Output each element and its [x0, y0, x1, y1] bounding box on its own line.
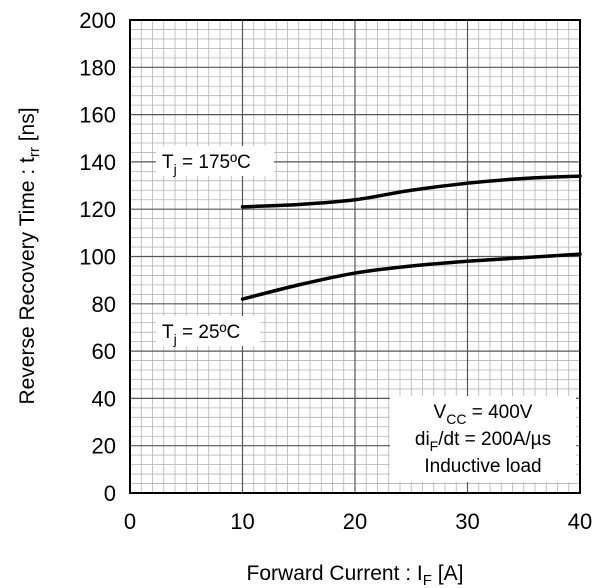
condition-load: Inductive load	[424, 456, 541, 477]
label-25-background	[156, 316, 260, 346]
y-tick-label: 60	[92, 339, 116, 364]
series-group	[240, 174, 582, 301]
conditions-box	[390, 396, 576, 482]
y-tick-label: 0	[104, 481, 116, 506]
series-line-0	[240, 174, 582, 209]
x-tick-label: 30	[455, 509, 479, 534]
y-axis-title: Reverse Recovery Time : trr [ns]	[16, 107, 43, 404]
label-175-background	[156, 146, 274, 176]
y-tick-label: 40	[92, 386, 116, 411]
condition-vcc: VCC = 400V	[434, 402, 533, 427]
y-tick-label: 200	[79, 8, 116, 33]
plot-frame	[129, 19, 581, 494]
label-25: Tj = 25ºC	[162, 322, 240, 347]
x-tick-label: 20	[343, 509, 367, 534]
label-175: Tj = 175ºC	[162, 152, 251, 177]
x-axis-ticks: 0 10 20 30 40	[124, 509, 592, 534]
y-tick-label: 20	[92, 434, 116, 459]
y-axis-ticks: 0 20 40 60 80 100 120 140 160 180 200	[79, 8, 116, 506]
y-tick-label: 180	[79, 55, 116, 80]
y-tick-label: 120	[79, 197, 116, 222]
y-tick-label: 100	[79, 245, 116, 270]
plot-border	[129, 19, 581, 494]
condition-didt: diF/dt = 200A/µs	[415, 429, 551, 454]
x-tick-label: 10	[230, 509, 254, 534]
x-tick-label: 40	[568, 509, 592, 534]
series-line-1	[240, 252, 582, 301]
y-tick-label: 160	[79, 103, 116, 128]
y-tick-label: 140	[79, 150, 116, 175]
y-tick-label: 80	[92, 292, 116, 317]
x-tick-label: 0	[124, 509, 136, 534]
x-axis-title: Forward Current : IF [A]	[247, 562, 464, 588]
